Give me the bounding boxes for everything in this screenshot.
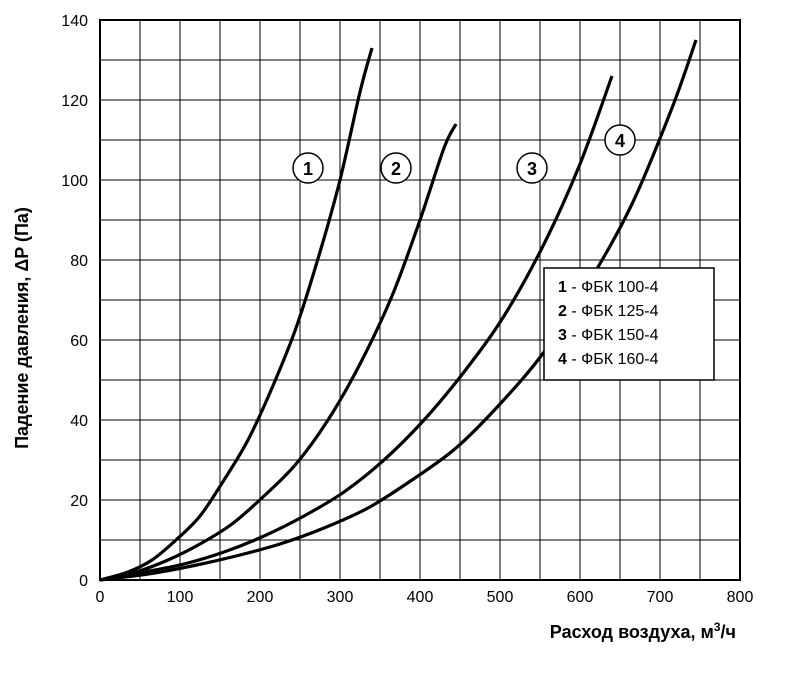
curve-marker-3: 3 (517, 153, 547, 183)
svg-text:4: 4 (615, 131, 625, 151)
x-axis-title: Расход воздуха, м3/ч (550, 620, 736, 642)
legend: 1 - ФБК 100-4 2 - ФБК 125-4 3 - ФБК 150-4 4… (544, 268, 714, 380)
curve-marker-4: 4 (605, 125, 635, 155)
svg-text:800: 800 (727, 589, 754, 606)
svg-text:300: 300 (327, 589, 354, 606)
svg-text:700: 700 (647, 589, 674, 606)
svg-text:100: 100 (167, 589, 194, 606)
svg-text:500: 500 (487, 589, 514, 606)
svg-text:200: 200 (247, 589, 274, 606)
svg-text:20: 20 (70, 493, 88, 510)
pressure-drop-chart: 0 100 200 300 400 500 600 700 800 0 20 40 60 80 100 120… (0, 0, 800, 684)
y-axis-title: Падение давления, ΔP (Па) (12, 207, 32, 449)
legend-item: 3 - ФБК 150-4 (558, 327, 659, 344)
svg-text:0: 0 (79, 573, 88, 590)
curve-marker-2: 2 (381, 153, 411, 183)
svg-text:140: 140 (61, 13, 88, 30)
curve-marker-1: 1 (293, 153, 323, 183)
legend-item: 4 - ФБК 160-4 (558, 351, 659, 368)
svg-text:80: 80 (70, 253, 88, 270)
svg-text:400: 400 (407, 589, 434, 606)
svg-text:3: 3 (527, 159, 537, 179)
legend-item: 1 - ФБК 100-4 (558, 279, 659, 296)
svg-text:600: 600 (567, 589, 594, 606)
svg-text:100: 100 (61, 173, 88, 190)
svg-text:60: 60 (70, 333, 88, 350)
svg-text:2: 2 (391, 159, 401, 179)
svg-text:40: 40 (70, 413, 88, 430)
legend-item: 2 - ФБК 125-4 (558, 303, 659, 320)
svg-text:0: 0 (96, 589, 105, 606)
svg-text:1: 1 (303, 159, 313, 179)
svg-text:120: 120 (61, 93, 88, 110)
